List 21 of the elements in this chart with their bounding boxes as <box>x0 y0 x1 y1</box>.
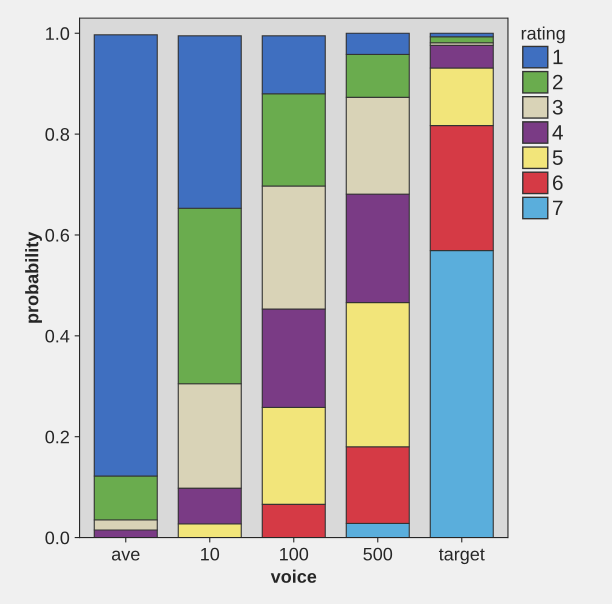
legend-label: 5 <box>552 150 563 165</box>
x-tick-label: ave <box>112 550 140 561</box>
y-axis-title: probability <box>25 232 42 323</box>
legend-label: 3 <box>552 100 563 115</box>
legend-label: 7 <box>553 200 562 216</box>
y-tick-label: 1.0 <box>46 27 70 40</box>
x-tick-label: target <box>438 548 485 564</box>
x-tick-label: 100 <box>280 548 308 561</box>
legend-label: 2 <box>552 74 562 90</box>
y-tick-label: 0.4 <box>45 330 70 343</box>
legend-label: 4 <box>552 125 563 140</box>
legend-label: 1 <box>554 50 563 64</box>
x-tick-label: 10 <box>201 548 220 561</box>
y-tick-label: 0.6 <box>45 228 70 242</box>
x-axis-title: voice <box>270 570 316 583</box>
y-tick-label: 0.2 <box>45 430 69 444</box>
y-tick-label: 0.0 <box>45 531 70 544</box>
legend-title: rating <box>522 26 565 44</box>
x-tick-label: 500 <box>363 548 392 561</box>
legend-label: 6 <box>553 175 563 190</box>
y-tick-label: 0.8 <box>45 128 70 141</box>
